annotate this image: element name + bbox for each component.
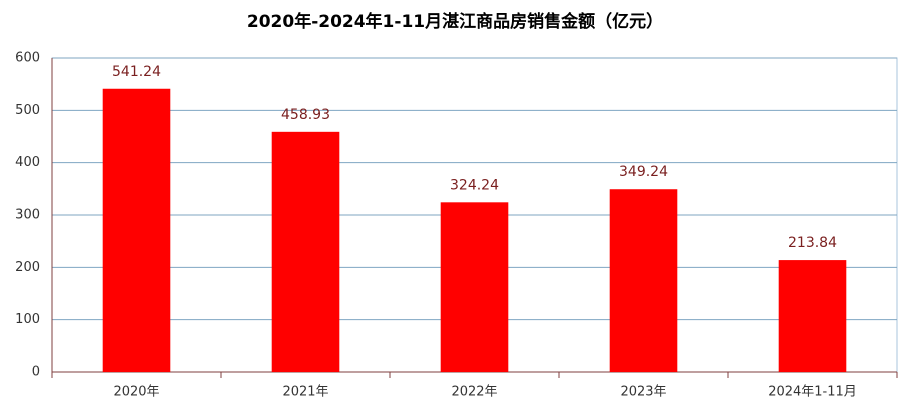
bar — [778, 260, 847, 372]
x-tick-label: 2020年 — [113, 385, 159, 400]
chart-title: 2020年-2024年1-11月湛江商品房销售金额（亿元） — [247, 11, 663, 32]
bar — [609, 189, 678, 372]
x-tick-label: 2023年 — [620, 385, 666, 400]
y-tick-label: 600 — [15, 51, 40, 66]
data-label: 213.84 — [788, 235, 837, 251]
y-tick-label: 100 — [15, 312, 40, 327]
data-label: 349.24 — [619, 164, 668, 180]
y-tick-label: 200 — [15, 260, 40, 275]
data-label: 458.93 — [281, 107, 330, 123]
bar — [440, 202, 509, 372]
x-tick-label: 2022年 — [451, 385, 497, 400]
y-tick-label: 500 — [15, 103, 40, 118]
y-tick-label: 300 — [15, 208, 40, 223]
y-tick-label: 0 — [32, 365, 40, 380]
x-tick-label: 2024年1-11月 — [768, 385, 857, 400]
y-tick-label: 400 — [15, 155, 40, 170]
bar — [102, 88, 171, 372]
data-label: 541.24 — [112, 64, 161, 80]
x-tick-label: 2021年 — [282, 385, 328, 400]
data-label: 324.24 — [450, 177, 499, 193]
bar — [271, 131, 340, 372]
